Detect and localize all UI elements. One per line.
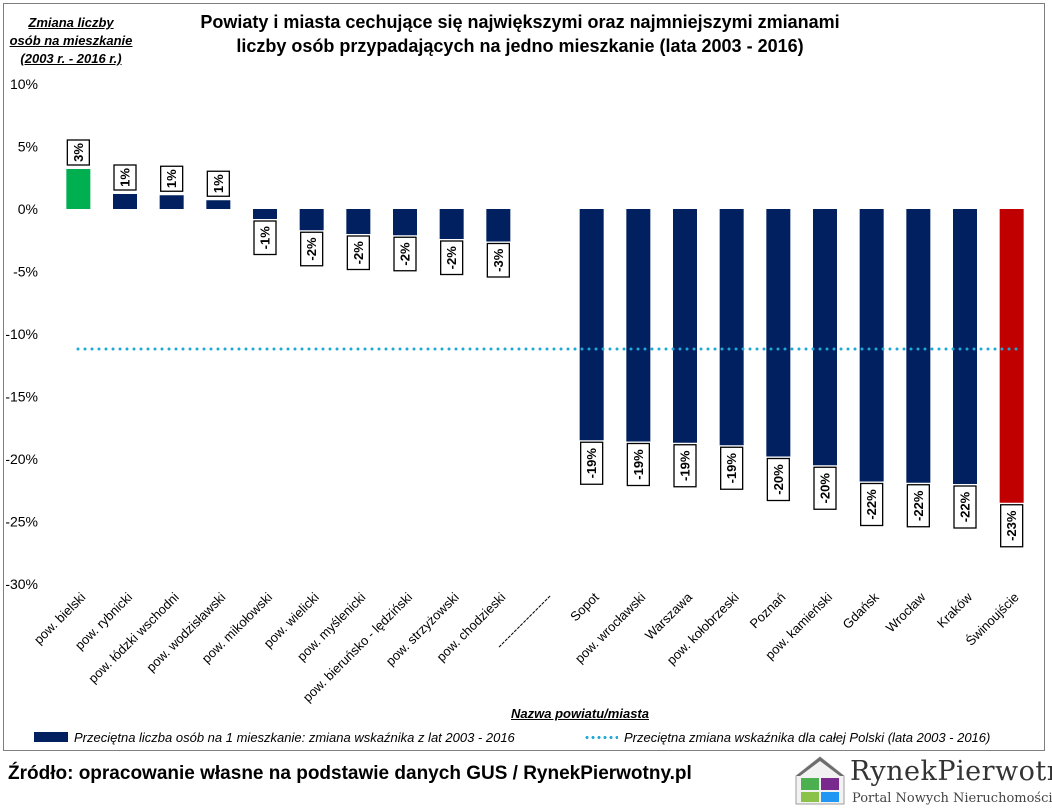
bar <box>113 194 137 209</box>
bar <box>486 209 511 242</box>
data-label: -20% <box>771 464 786 495</box>
data-label: -1% <box>258 226 273 250</box>
bar <box>206 200 231 209</box>
data-label-box <box>66 139 90 166</box>
x-tick-label: Gdańsk <box>839 589 882 632</box>
bar <box>999 209 1024 503</box>
data-label: -22% <box>864 489 879 520</box>
bar <box>766 209 791 457</box>
y-tick-label: 10% <box>10 76 38 92</box>
logo-subtitle: Portal Nowych Nieruchomości <box>852 791 1052 806</box>
x-tick-label: Wrocław <box>883 589 929 635</box>
data-label: -22% <box>911 490 926 521</box>
data-label-box <box>720 446 744 490</box>
data-label: 1% <box>211 174 226 193</box>
source-text: Źródło: opracowanie własne na podstawie … <box>8 763 692 784</box>
data-label-box <box>626 442 650 487</box>
data-label-box <box>766 457 790 502</box>
x-axis-title: Nazwa powiatu/miasta <box>511 706 649 721</box>
data-label-box <box>580 441 604 485</box>
data-label: -3% <box>491 248 506 272</box>
bar <box>626 209 651 442</box>
bar <box>719 209 744 446</box>
legend-label-bars: Przeciętna liczba osób na 1 mieszkanie: … <box>74 729 515 745</box>
bar <box>579 209 604 441</box>
legend-label-line: Przeciętna zmiana wskaźnika dla całej Po… <box>624 729 991 745</box>
y-tick-label: 0% <box>18 201 38 217</box>
bar <box>253 209 277 219</box>
data-label-box <box>673 444 697 488</box>
legend-swatch-line <box>584 735 618 739</box>
y-axis-title: Zmiana liczby osób na mieszkanie (2003 r… <box>9 15 133 66</box>
bar <box>906 209 931 483</box>
bar <box>673 209 697 443</box>
data-label-box <box>440 240 464 276</box>
logo[interactable]: RynekPierwotny Portal Nowych Nieruchomoś… <box>792 754 1052 808</box>
logo-text: RynekPierwotny <box>850 756 1052 787</box>
chart-title: Powiaty i miasta cechujące się największ… <box>200 12 840 56</box>
data-label-box <box>393 236 417 272</box>
data-label-box <box>253 220 277 256</box>
data-label-box <box>113 164 137 191</box>
x-tick-label: pow. wodzisławski <box>143 589 228 674</box>
bar-chart: 10% 5% 0% -5% -10% -15% -20% -25% -30% 3% 1% 1% 1% -1… <box>5 76 1024 705</box>
data-label-box <box>813 466 837 510</box>
data-label: -19% <box>584 448 599 479</box>
x-tick-label: Sopot <box>567 589 602 624</box>
y-tick-label: -10% <box>5 326 38 342</box>
data-label: -2% <box>304 237 319 261</box>
data-label: -20% <box>818 473 833 504</box>
y-tick-label: -25% <box>5 514 38 530</box>
bar <box>439 209 464 239</box>
data-label: -23% <box>1004 510 1019 541</box>
legend-item-line: Przeciętna zmiana wskaźnika dla całej Po… <box>584 727 990 747</box>
y-tick-label: 5% <box>18 139 38 155</box>
data-label: -22% <box>958 491 973 522</box>
bar <box>859 209 884 482</box>
data-label: -19% <box>724 453 739 484</box>
legend-swatch-bars <box>34 732 68 742</box>
y-tick-label: -20% <box>5 451 38 467</box>
data-label-box <box>1000 504 1024 548</box>
x-tick-label: Poznań <box>747 590 789 632</box>
x-tick-label: Kraków <box>934 589 976 631</box>
data-label-box <box>206 170 230 197</box>
bar <box>159 195 184 209</box>
data-label-box <box>953 485 977 529</box>
legend-item-bars: Przeciętna liczba osób na 1 mieszkanie: … <box>34 727 515 747</box>
data-label: 1% <box>118 168 133 187</box>
bar <box>66 169 91 209</box>
bar <box>299 209 324 231</box>
data-label-box <box>160 165 184 192</box>
data-label-box <box>346 235 370 271</box>
data-label-box <box>906 484 930 528</box>
data-label: -19% <box>631 449 646 480</box>
bar <box>346 209 371 234</box>
data-label: -19% <box>678 450 693 481</box>
y-tick-label: -30% <box>5 576 38 592</box>
bar <box>813 209 837 466</box>
house-logo-icon <box>795 756 845 805</box>
data-label: -2% <box>398 242 413 266</box>
data-label-box <box>860 482 884 527</box>
data-label: -2% <box>351 241 366 265</box>
data-label: 1% <box>164 169 179 188</box>
x-tick-label: pow. łódzki wschodni <box>85 589 182 686</box>
y-tick-label: -15% <box>5 389 38 405</box>
chart-frame <box>3 3 1045 751</box>
data-label-box <box>486 242 510 278</box>
bar <box>953 209 977 484</box>
y-tick-label: -5% <box>13 264 38 280</box>
data-label: 3% <box>71 143 86 162</box>
data-label-box <box>300 231 324 267</box>
bar <box>393 209 417 236</box>
data-label: -2% <box>444 246 459 270</box>
